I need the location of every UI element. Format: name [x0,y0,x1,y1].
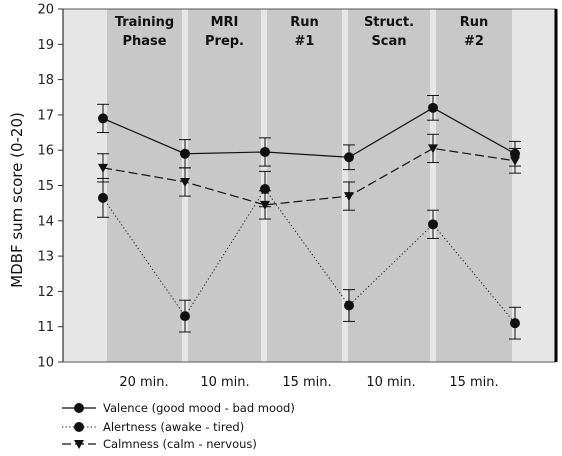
phase-bands [63,9,556,362]
data-point [344,192,354,202]
phase-label-line2: Scan [371,34,406,49]
legend-label: Valence (good mood - bad mood) [103,401,295,415]
y-tick-label: 18 [37,73,54,88]
y-tick-label: 13 [37,250,54,265]
legend-label: Alertness (awake - tired) [103,420,244,434]
data-point [428,102,438,113]
phase-band-2 [188,9,261,362]
series-3 [97,133,521,220]
y-tick-label: 20 [37,3,54,18]
phase-label-line1: Struct. [364,15,414,30]
legend-label: Calmness (calm - nervous) [103,437,257,451]
phase-label-line2: Prep. [205,34,244,49]
phase-labels: Training Phase MRI Prep. Run #1 Struct. Scan Run… [115,15,488,49]
duration-labels: 20 min. 10 min. 15 min. 10 min. 15 min. [119,375,498,390]
phase-label-line1: Run [290,15,319,30]
y-tick-label: 17 [37,108,54,123]
data-point [180,311,190,322]
phase-label-line2: #2 [464,34,484,49]
data-point [428,219,438,230]
series-line [102,147,516,206]
series-1 [97,94,521,171]
phase-label-line2: Phase [122,34,166,49]
data-point [98,163,108,173]
data-point [260,146,270,157]
series-line [102,188,516,324]
duration-label: 10 min. [200,375,249,390]
legend-marker [74,440,84,449]
phase-label-line1: MRI [211,15,239,30]
phase-label-line2: #1 [295,34,315,49]
series-2 [97,170,521,340]
data-point [260,184,270,195]
series-line [102,107,516,158]
duration-label: 10 min. [366,375,415,390]
legend: Valence (good mood - bad mood) Alertness … [62,401,295,451]
data-point [344,152,354,163]
duration-label: 20 min. [119,375,168,390]
y-tick-label: 14 [37,214,54,229]
data-point [98,113,108,124]
data-point [428,144,438,154]
data-point [180,177,190,187]
y-tick-label: 10 [37,356,54,371]
phase-band-5 [436,9,512,362]
data-point [180,148,190,159]
y-tick-label: 19 [37,38,54,53]
y-tick-label: 11 [37,320,54,335]
phase-band-4 [348,9,430,362]
y-tick-label: 16 [37,144,54,159]
data-point [510,318,520,329]
legend-marker [74,422,84,432]
data-point [260,200,270,210]
data-point [344,300,354,311]
legend-marker [74,403,84,413]
duration-label: 15 min. [282,375,331,390]
data-point [98,192,108,203]
phase-band-3 [267,9,342,362]
duration-label: 15 min. [449,375,498,390]
y-tick-label: 15 [37,179,54,194]
y-axis-label: MDBF sum score (0-20) [8,112,26,288]
y-axis: 10 11 12 13 14 15 16 17 18 19 20 [37,3,63,371]
data-point [510,156,520,166]
phase-label-line1: Training [115,15,174,30]
phase-label-line1: Run [460,15,489,30]
y-tick-label: 12 [37,285,54,300]
phase-band-1 [107,9,182,362]
series-layer [97,94,521,340]
